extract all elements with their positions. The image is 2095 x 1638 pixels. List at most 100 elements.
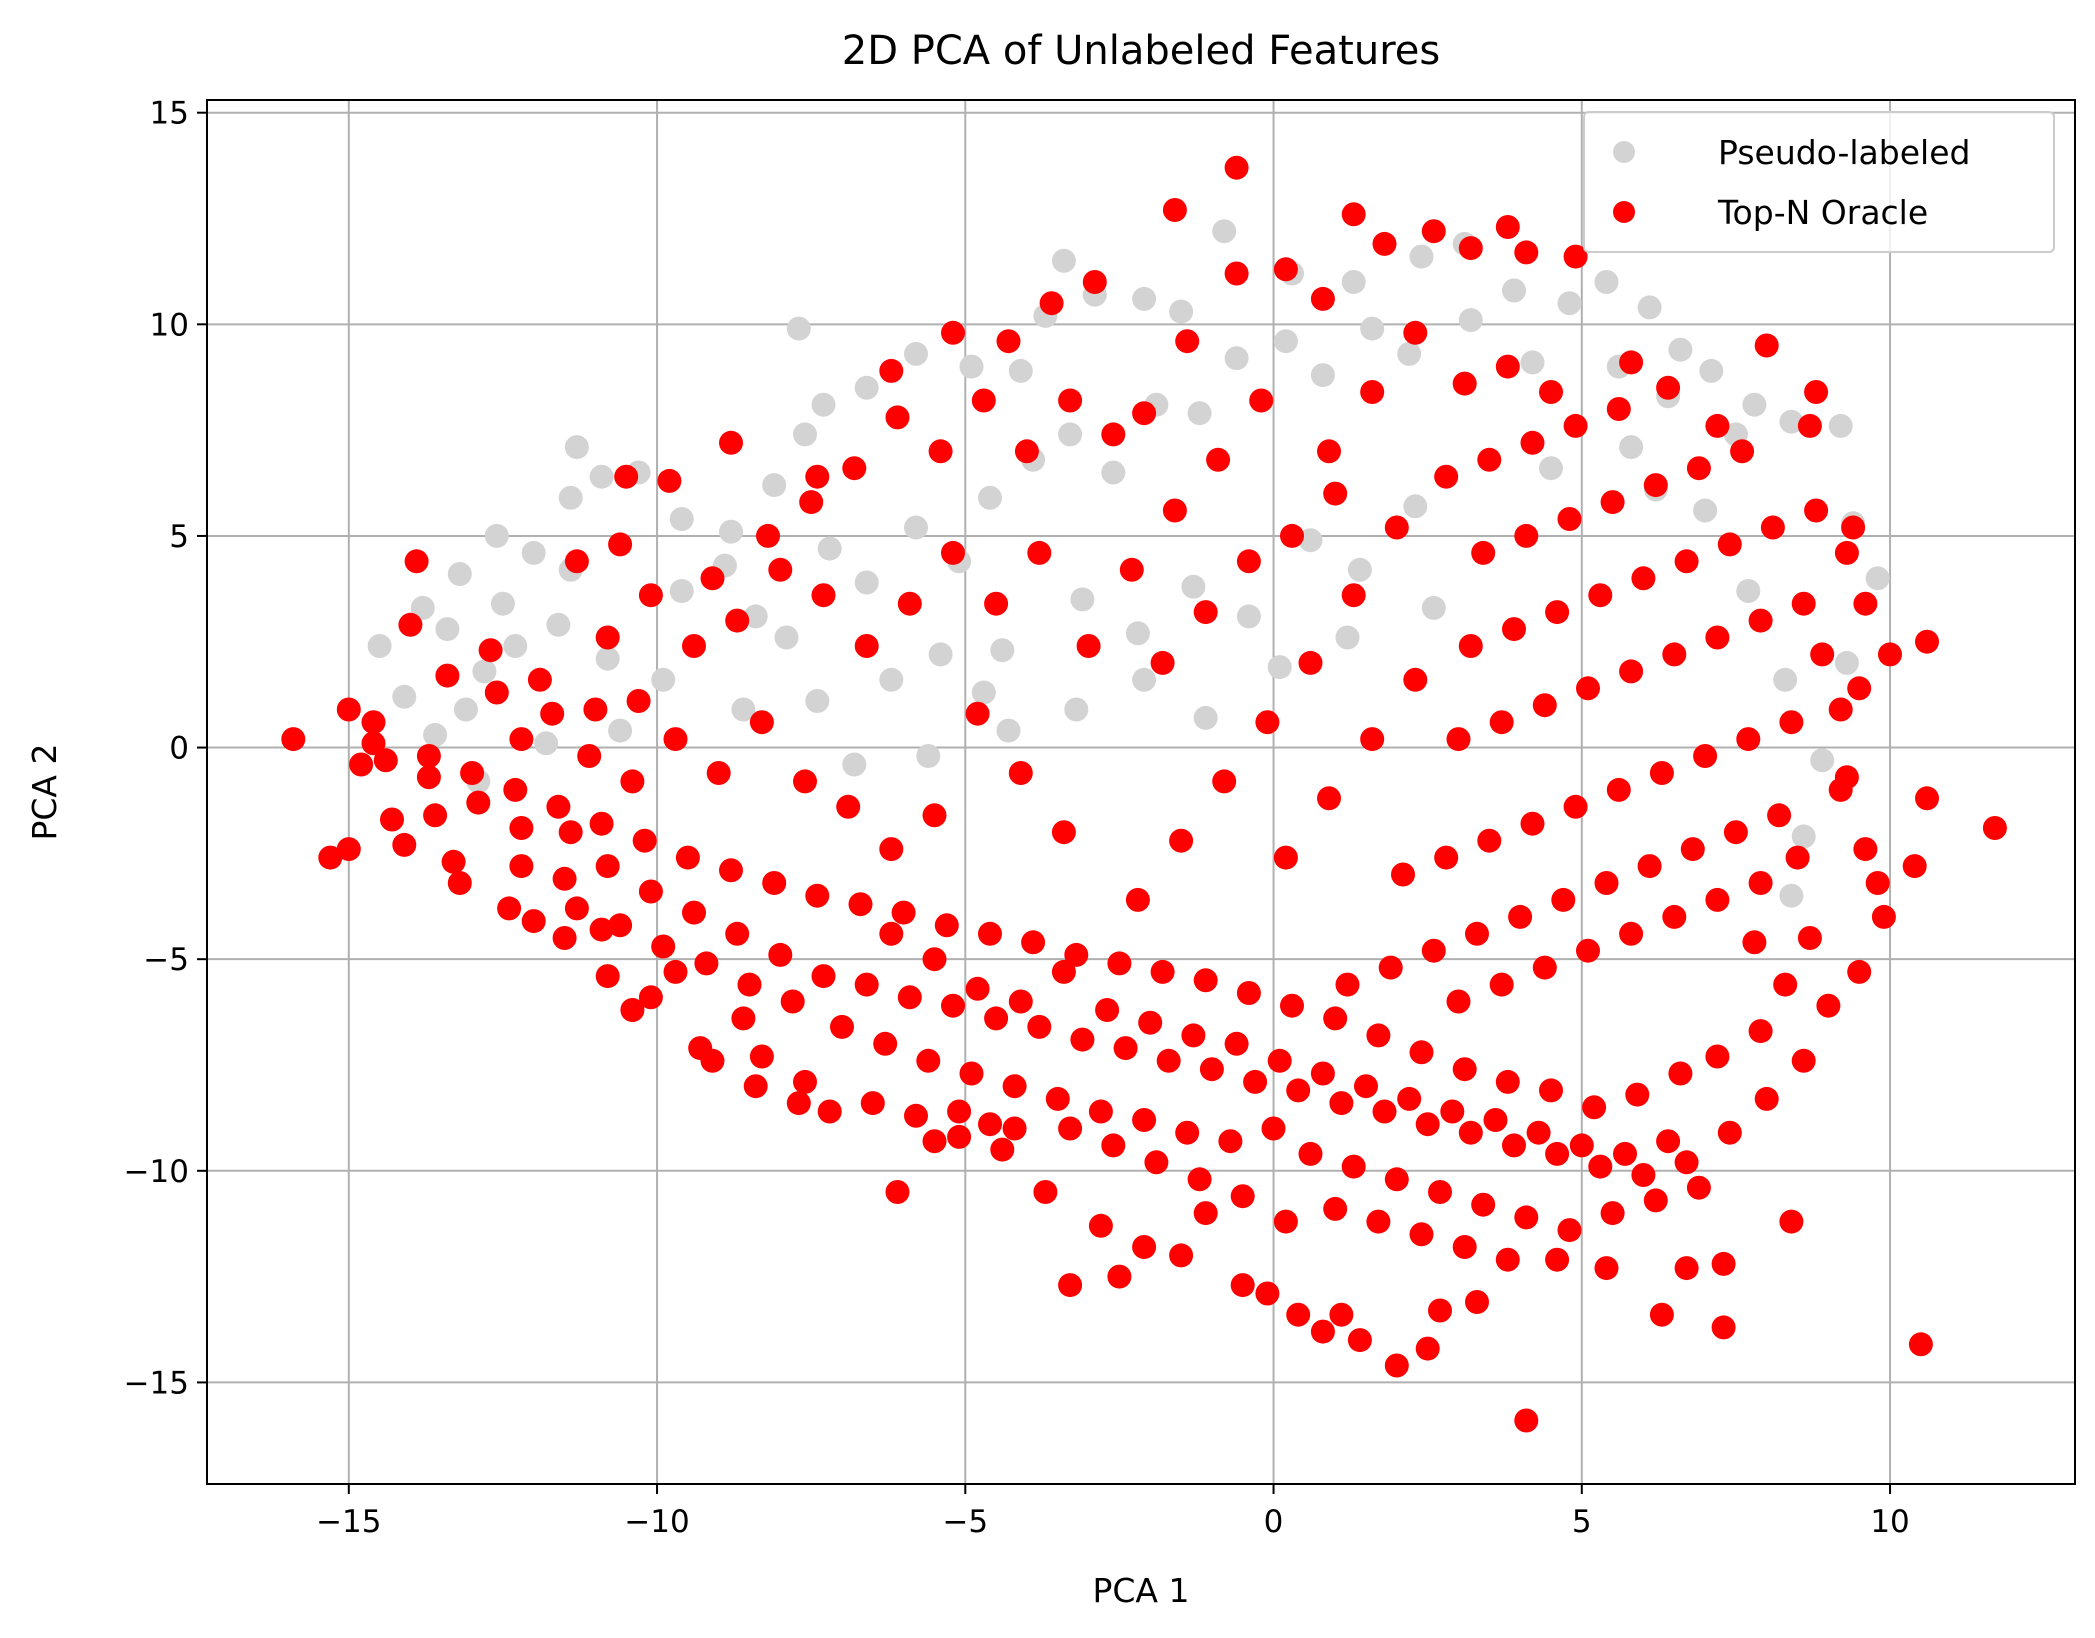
x-tick-label: −10 [624, 1504, 689, 1540]
point-pseudo-labeled [959, 354, 984, 379]
point-top-n-oracle [1150, 650, 1175, 675]
point-top-n-oracle [552, 926, 577, 950]
point-top-n-oracle [1495, 215, 1520, 239]
point-top-n-oracle [318, 845, 343, 870]
point-top-n-oracle [1323, 1196, 1348, 1221]
point-top-n-oracle [595, 625, 620, 650]
point-top-n-oracle [1791, 591, 1816, 616]
point-top-n-oracle [854, 972, 879, 997]
point-top-n-oracle [1329, 1302, 1354, 1327]
point-pseudo-labeled [1699, 358, 1724, 383]
point-top-n-oracle [1243, 1069, 1268, 1094]
point-top-n-oracle [978, 921, 1002, 946]
point-top-n-oracle [1335, 972, 1360, 997]
point-pseudo-labeled [1212, 219, 1237, 244]
point-top-n-oracle [1643, 1188, 1668, 1213]
point-pseudo-labeled [410, 595, 435, 620]
point-pseudo-labeled [1193, 705, 1218, 730]
x-tick-label: −15 [316, 1504, 381, 1540]
point-top-n-oracle [1187, 1167, 1212, 1192]
point-top-n-oracle [1495, 354, 1520, 379]
point-top-n-oracle [897, 985, 922, 1010]
point-top-n-oracle [1132, 401, 1157, 426]
point-top-n-oracle [1169, 828, 1194, 853]
point-top-n-oracle [799, 490, 824, 515]
point-top-n-oracle [1317, 786, 1341, 811]
point-top-n-oracle [404, 549, 429, 574]
point-top-n-oracle [1674, 549, 1699, 574]
point-top-n-oracle [1619, 350, 1644, 375]
point-top-n-oracle [737, 972, 762, 997]
point-top-n-oracle [1878, 642, 1902, 667]
point-top-n-oracle [1760, 515, 1785, 540]
point-top-n-oracle [1711, 1251, 1736, 1276]
point-pseudo-labeled [916, 744, 941, 768]
point-top-n-oracle [1563, 794, 1588, 819]
point-top-n-oracle [546, 794, 571, 819]
point-pseudo-labeled [490, 591, 515, 616]
point-pseudo-labeled [1267, 655, 1292, 680]
point-top-n-oracle [1138, 1010, 1163, 1035]
point-top-n-oracle [1366, 1023, 1391, 1048]
point-top-n-oracle [879, 921, 904, 946]
point-top-n-oracle [1045, 1086, 1070, 1111]
point-top-n-oracle [1230, 1273, 1255, 1298]
point-top-n-oracle [1508, 904, 1533, 929]
point-top-n-oracle [1076, 634, 1101, 658]
point-top-n-oracle [996, 329, 1021, 354]
point-top-n-oracle [842, 456, 867, 481]
point-pseudo-labeled [558, 485, 583, 510]
point-top-n-oracle [1730, 439, 1755, 464]
point-top-n-oracle [1871, 904, 1896, 929]
point-top-n-oracle [1465, 1290, 1489, 1314]
point-top-n-oracle [1329, 1091, 1354, 1116]
point-top-n-oracle [922, 1129, 947, 1154]
point-top-n-oracle [1125, 887, 1150, 912]
point-top-n-oracle [620, 769, 645, 794]
point-top-n-oracle [1471, 540, 1496, 565]
point-pseudo-labeled [1169, 299, 1194, 324]
point-top-n-oracle [589, 811, 614, 836]
point-top-n-oracle [478, 638, 503, 663]
point-top-n-oracle [564, 549, 589, 574]
point-top-n-oracle [1662, 642, 1687, 667]
point-top-n-oracle [700, 1048, 725, 1073]
point-top-n-oracle [1113, 1036, 1138, 1061]
point-top-n-oracle [1649, 1302, 1674, 1327]
point-top-n-oracle [1828, 777, 1853, 802]
point-pseudo-labeled [595, 646, 620, 671]
point-top-n-oracle [1748, 1019, 1773, 1044]
point-pseudo-labeled [1298, 528, 1323, 553]
point-top-n-oracle [1619, 921, 1644, 946]
point-pseudo-labeled [1693, 498, 1718, 523]
point-top-n-oracle [1705, 625, 1730, 650]
point-top-n-oracle [657, 468, 682, 493]
point-top-n-oracle [1354, 1074, 1378, 1099]
point-top-n-oracle [768, 942, 793, 967]
point-top-n-oracle [1668, 1061, 1693, 1086]
point-top-n-oracle [860, 1091, 885, 1116]
point-pseudo-labeled [1070, 587, 1095, 612]
point-top-n-oracle [1421, 938, 1446, 963]
point-top-n-oracle [1199, 1057, 1224, 1082]
y-tick-label: 5 [169, 519, 189, 555]
point-top-n-oracle [620, 998, 645, 1022]
point-pseudo-labeled [521, 540, 546, 565]
point-top-n-oracle [1606, 777, 1631, 802]
point-top-n-oracle [1218, 1129, 1243, 1154]
point-top-n-oracle [1773, 972, 1798, 997]
x-axis-label: PCA 1 [1092, 1571, 1189, 1610]
point-top-n-oracle [1341, 583, 1366, 608]
point-pseudo-labeled [1397, 341, 1422, 366]
legend-marker-top-n-oracle [1613, 201, 1635, 223]
point-pseudo-labeled [1865, 566, 1890, 591]
point-top-n-oracle [1545, 600, 1570, 625]
point-pseudo-labeled [854, 375, 879, 400]
point-pseudo-labeled [608, 718, 633, 743]
point-top-n-oracle [608, 532, 633, 557]
point-top-n-oracle [1082, 270, 1107, 294]
point-top-n-oracle [1779, 1209, 1804, 1234]
point-pseudo-labeled [484, 523, 509, 548]
point-top-n-oracle [749, 710, 774, 735]
